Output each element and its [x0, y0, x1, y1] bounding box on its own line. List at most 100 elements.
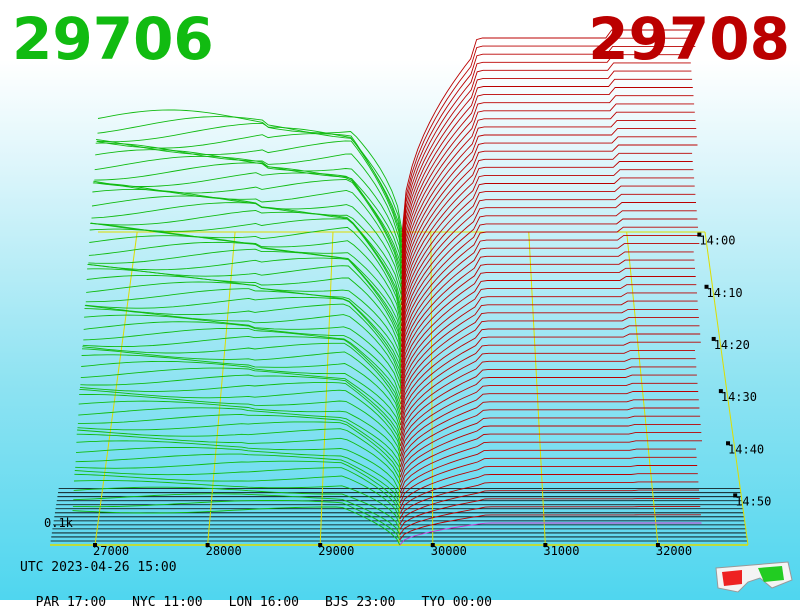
x-tick-mark [318, 543, 323, 547]
ask-depth-line [400, 226, 698, 358]
bid-depth-line [80, 367, 402, 436]
bid-depth-line [88, 248, 402, 342]
zone-nyc: NYC 11:00 [132, 595, 203, 610]
bid-depth-line [97, 122, 403, 243]
price-grid-line [626, 231, 659, 546]
x-tick-label: 32000 [656, 544, 692, 558]
ask-depth-line [399, 481, 699, 520]
ask-depth-line [400, 382, 698, 457]
ask-depth-line [400, 374, 697, 452]
zone-tyo: TYO 00:00 [421, 595, 492, 610]
ask-depth-line [401, 177, 695, 326]
bid-depth-line [73, 493, 401, 535]
ask-depth-line [401, 161, 693, 316]
ask-depth-line [399, 489, 699, 525]
bid-depth-line [93, 172, 403, 279]
x-tick-label: 31000 [543, 544, 579, 558]
ask-depth-line [399, 423, 701, 483]
ask-depth-line [399, 391, 699, 462]
x-tick-mark [655, 543, 660, 547]
bid-depth-line [77, 421, 401, 478]
time-tick-label: 14:00 [699, 234, 735, 248]
bid-depth-line [73, 480, 401, 525]
bid-depth-line [87, 268, 402, 358]
ask-depth-line [399, 465, 698, 509]
bid-depth-line [74, 467, 401, 514]
depth-label: 0.1k [44, 516, 74, 530]
zone-par: PAR 17:00 [35, 595, 107, 610]
bid-depth-line [94, 155, 403, 269]
ask-depth-line [400, 259, 695, 379]
time-tick-label: 14:50 [735, 494, 771, 508]
time-tick-label: 14:30 [721, 390, 757, 404]
bid-depth-line [81, 348, 402, 420]
ask-depth-line [401, 45, 696, 243]
ask-depth-line [399, 506, 701, 535]
ask-depth-line [401, 128, 697, 295]
bid-depth-line [91, 202, 403, 305]
time-tick-mark [711, 336, 716, 341]
ask-depth-line [401, 29, 694, 233]
ask-depth-line [399, 497, 700, 530]
bid-depth-line [96, 133, 403, 248]
bid-depth-line [82, 342, 402, 415]
bid-depth-line [87, 257, 402, 347]
x-tick-mark [430, 543, 435, 547]
ask-depth-line [401, 54, 691, 248]
ask-depth-line [399, 415, 701, 478]
bid-depth-line [96, 139, 403, 253]
ask-depth-line [401, 169, 694, 321]
ask-depth-line [400, 284, 697, 394]
bid-depth-line [75, 453, 401, 504]
bid-depth-line [97, 116, 403, 238]
bid-depth-line [83, 321, 402, 399]
bid-depth-line [85, 288, 402, 373]
x-tick-label: 27000 [93, 544, 129, 558]
bid-depth-line [79, 388, 401, 452]
ask-depth-line [400, 193, 696, 337]
ask-depth-line [399, 473, 698, 514]
ask-depth-line [401, 78, 693, 264]
time-tick-mark [697, 232, 702, 237]
bid-depth-line [81, 354, 402, 426]
ask-depth-line [400, 349, 695, 436]
ask-depth-line [401, 87, 693, 269]
ask-depth-line [400, 333, 701, 426]
3d-glasses-icon[interactable] [712, 558, 794, 594]
x-tick-mark [543, 543, 548, 547]
bid-depth-line [78, 400, 401, 462]
ask-depth-line [399, 456, 697, 504]
bid-depth-line [76, 440, 401, 493]
ask-depth-line [400, 366, 697, 447]
bid-depth-line [97, 109, 403, 233]
right-edge [704, 231, 749, 546]
x-axis-labels: 27000 28000 29000 30000 31000 32000 [93, 543, 692, 558]
time-tick-mark [726, 441, 731, 446]
ask-depth-line [400, 292, 697, 399]
bid-depth-line [95, 142, 403, 259]
time-tick-label: 14:10 [707, 286, 743, 300]
ask-depth-line [400, 243, 700, 368]
ask-depth-line [400, 317, 699, 415]
bid-depth-line [73, 486, 401, 530]
ask-depth-line [400, 218, 698, 353]
bid-depth-line [84, 314, 402, 394]
ask-depth-line [400, 251, 694, 373]
ask-depth-line [401, 95, 694, 274]
ask-depth-line [400, 300, 698, 405]
bid-depth-line [86, 281, 402, 368]
bid-depth-line [91, 195, 403, 300]
ask-depth-line [399, 448, 696, 499]
ask-depth-line [400, 325, 700, 420]
ask-depth-line [400, 234, 699, 363]
ask-depth-line [400, 358, 696, 441]
utc-time: UTC 2023-04-26 15:00 [20, 560, 177, 575]
ask-depth-line [399, 399, 699, 467]
ask-depth-line [401, 103, 695, 279]
bid-depth-lines [72, 109, 403, 546]
price-grid-line [430, 231, 434, 546]
bid-depth-line [72, 500, 401, 541]
bid-depth-line [74, 473, 401, 520]
bid-depth-line [95, 149, 403, 264]
